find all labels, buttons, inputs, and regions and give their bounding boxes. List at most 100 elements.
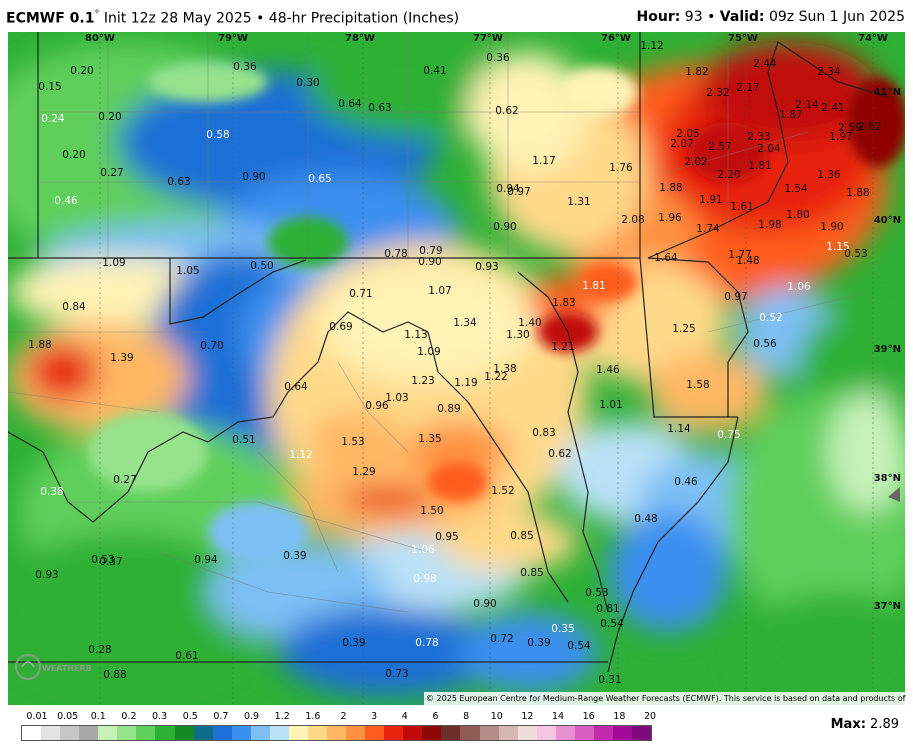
max-number: 2.89 (870, 717, 899, 732)
precip-value-label: 0.71 (349, 288, 372, 300)
lat-label: 41°N (874, 87, 901, 98)
precip-value-label: 1.61 (730, 201, 753, 213)
legend-color-swatch (365, 726, 385, 740)
precip-value-label: 0.97 (724, 291, 747, 303)
precip-field (8, 42, 905, 705)
precip-value-label: 0.90 (418, 256, 441, 268)
precip-value-label: 1.40 (518, 317, 541, 329)
legend-color-swatch (269, 726, 289, 740)
arrow-icon (888, 487, 900, 502)
logo-text: WEATHERBELL (42, 664, 92, 673)
legend-color-swatch (632, 726, 652, 740)
precip-value-label: 2.02 (684, 156, 707, 168)
precip-value-label: 0.20 (70, 65, 93, 77)
legend-tick-label: 1.2 (274, 711, 290, 722)
lon-label: 75°W (728, 33, 758, 44)
legend-color-swatch (22, 726, 42, 740)
precip-value-label: 1.21 (551, 341, 574, 353)
county-lines (8, 32, 869, 613)
separator: • (707, 9, 716, 25)
precip-value-label: 0.63 (368, 102, 391, 114)
precip-value-label: 1.09 (102, 257, 125, 269)
legend-tick-label: 6 (432, 711, 439, 722)
precip-value-label: 0.39 (342, 637, 365, 649)
legend-color-swatch (41, 726, 61, 740)
precip-value-label: 0.54 (567, 640, 591, 652)
precip-value-label: 0.81 (596, 603, 619, 615)
precip-value-label: 0.56 (753, 338, 777, 350)
precip-value-label: 1.12 (640, 40, 663, 52)
legend-color-swatch (98, 726, 118, 740)
lat-label: 38°N (874, 473, 901, 484)
precip-value-label: 0.72 (490, 633, 513, 645)
precip-value-label: 0.27 (113, 474, 136, 486)
precip-value-label: 1.46 (596, 364, 620, 376)
max-value: Max: 2.89 (831, 717, 899, 732)
precip-value-label: 1.29 (352, 466, 375, 478)
precip-value-label: 2.32 (706, 87, 729, 99)
precip-value-label: 0.90 (473, 598, 496, 610)
precip-value-label: 1.87 (779, 109, 802, 121)
legend-color-swatch (346, 726, 366, 740)
precip-value-label: 0.90 (493, 221, 516, 233)
legend-color-swatch (327, 726, 347, 740)
precip-value-label: 0.95 (435, 531, 458, 543)
precip-value-label: 0.30 (296, 77, 319, 89)
precip-value-label: 0.98 (413, 573, 436, 585)
precip-value-label: 0.79 (419, 245, 442, 257)
hour-value: 93 (684, 9, 703, 25)
precip-value-label: 2.07 (670, 138, 693, 150)
run-info: Init 12z 28 May 2025 • 48-hr Precipitati… (103, 10, 460, 27)
legend-tick-label: 8 (463, 711, 470, 722)
lon-label: 78°W (345, 33, 375, 44)
precip-value-label: 0.50 (250, 260, 273, 272)
precip-value-label: 1.23 (411, 375, 434, 387)
precip-value-label: 1.48 (736, 255, 759, 267)
lat-label: 39°N (874, 344, 901, 355)
precip-value-label: 0.36 (233, 61, 257, 73)
precip-value-label: 0.97 (507, 186, 530, 198)
precip-value-label: 0.69 (329, 321, 352, 333)
legend-tick-label: 0.7 (213, 711, 229, 722)
model-title: ECMWF 0.1° Init 12z 28 May 2025 • 48-hr … (6, 9, 459, 27)
precip-value-label: 1.15 (826, 241, 849, 253)
legend-color-swatch (307, 726, 327, 740)
precip-value-label: 0.27 (100, 167, 123, 179)
precip-value-label: 0.51 (232, 434, 255, 446)
precip-value-label: 1.88 (28, 339, 51, 351)
legend-tick-label: 0.01 (26, 711, 48, 722)
precip-value-label: 1.77 (728, 249, 751, 261)
precip-value-label: 2.14 (795, 99, 819, 111)
precip-value-label: 1.90 (820, 221, 843, 233)
legend-color-swatch (174, 726, 194, 740)
precip-value-label: 0.96 (365, 400, 389, 412)
precip-value-label: 2.62 (858, 121, 881, 133)
legend-tick-label: 0.05 (57, 711, 79, 722)
legend-color-swatch (250, 726, 270, 740)
precip-value-label: 1.88 (659, 182, 682, 194)
precip-value-label: 0.20 (62, 149, 85, 161)
precip-value-label: 2.57 (708, 141, 731, 153)
precip-value-label: 0.64 (284, 381, 308, 393)
precip-value-label: 0.46 (674, 476, 698, 488)
legend-color-swatch (574, 726, 594, 740)
precip-value-label: 0.24 (41, 113, 65, 125)
valid-value: 09z Sun 1 Jun 2025 (768, 9, 905, 25)
precip-value-label: 2.08 (621, 214, 644, 226)
legend-color-swatch (136, 726, 156, 740)
legend-tick-label: 0.3 (152, 711, 168, 722)
degree-symbol: ° (94, 9, 100, 20)
precip-value-label: 1.82 (685, 66, 708, 78)
precipitation-map: 80°W 79°W 78°W 77°W 76°W 75°W 74°W 40°N … (8, 32, 905, 705)
precip-value-label: 2.20 (717, 169, 740, 181)
precip-value-label: 0.65 (308, 173, 331, 185)
precip-value-label: 1.39 (110, 352, 133, 364)
precip-value-label: 0.90 (242, 171, 265, 183)
precip-value-label: 1.34 (453, 317, 477, 329)
precip-value-label: 0.75 (717, 429, 740, 441)
copyright-notice: © 2025 European Centre for Medium-Range … (424, 692, 907, 705)
precip-value-label: 0.84 (62, 301, 86, 313)
precip-value-label: 0.35 (551, 623, 574, 635)
precip-value-label: 1.19 (454, 377, 477, 389)
precip-value-label: 1.07 (428, 285, 451, 297)
